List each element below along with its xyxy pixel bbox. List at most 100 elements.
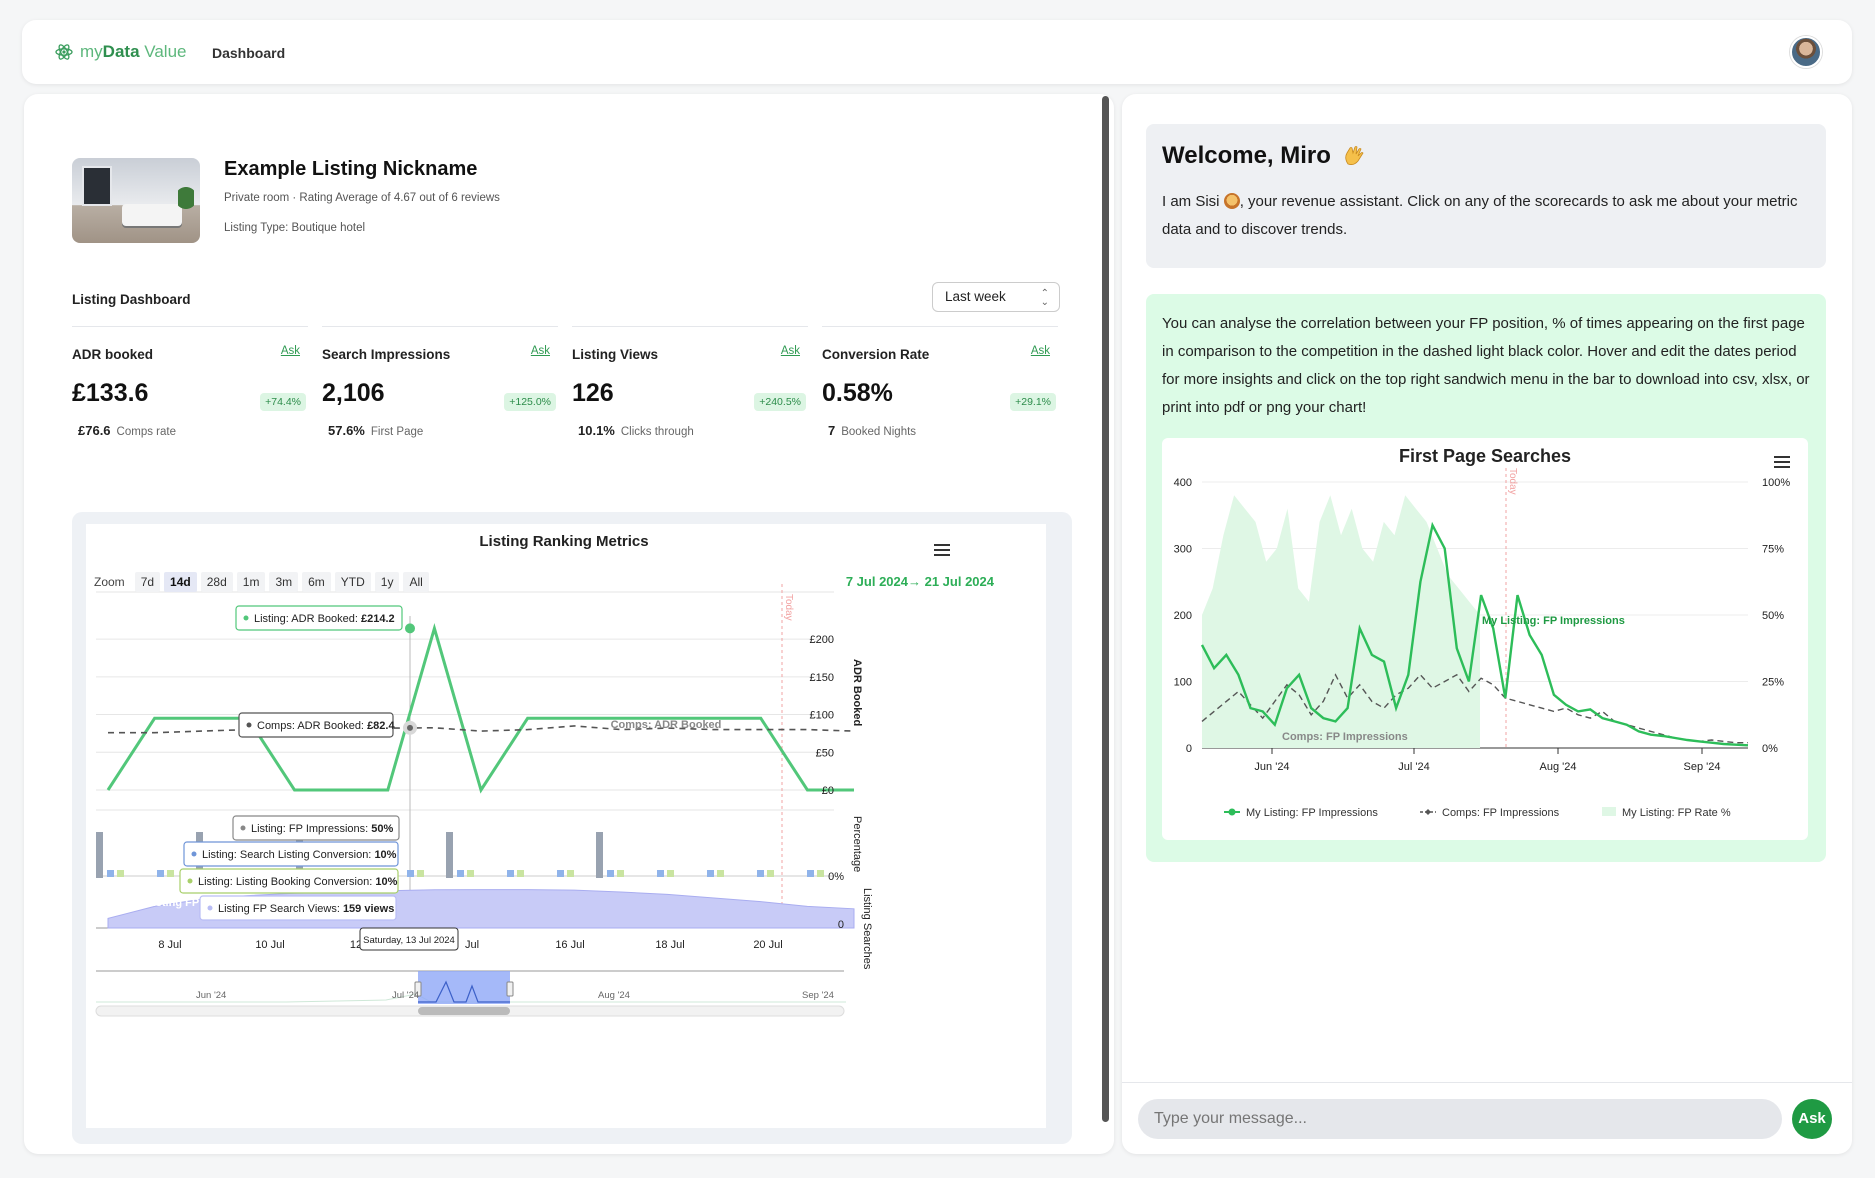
bar-booking-conversion <box>767 870 774 877</box>
scorecard-delta-badge: +29.1% <box>1010 393 1056 411</box>
ranking-chart-svg[interactable]: Listing Ranking Metrics £200£150£100£50£… <box>86 524 1046 1128</box>
logo-suffix: Value <box>139 42 187 61</box>
scorecard-value: 0.58% <box>822 379 893 407</box>
ranking-chart[interactable]: Listing Ranking Metrics £200 £150 £100 £50 £… <box>86 524 1046 1128</box>
zoom-3m-button[interactable]: 3m <box>269 572 299 592</box>
fp-comps-line <box>1201 673 1748 744</box>
scorecard-name: Listing Views <box>572 347 659 362</box>
scorecard-sub-label: Comps rate <box>116 426 176 438</box>
scorecard-ask-link[interactable]: Ask <box>780 345 800 357</box>
nav-dashboard-link[interactable]: Dashboard <box>212 45 286 61</box>
listing-panel: Example Listing Nickname Private room · … <box>24 94 1114 1154</box>
ranking-chart-container: Listing Ranking Metrics £200 £150 £100 £50 £… <box>72 512 1072 1144</box>
listing-photo <box>72 158 200 243</box>
atom-icon <box>55 44 73 60</box>
fp-my-line <box>1200 521 1749 747</box>
scorecard-listing-views[interactable]: Listing Views Ask 126 +240.5% 10.1% Click… <box>572 326 808 446</box>
fp-legend: My Listing: FP Impressions Comps: FP Impr… <box>1224 807 1731 819</box>
navigator-handle-left <box>414 981 422 997</box>
scorecard-name: Search Impressions <box>322 347 451 362</box>
zoom-6m-button[interactable]: 6m <box>302 572 331 592</box>
updown-chevron-icon: ⌃ ⌄ <box>1040 288 1049 308</box>
scorecard-sub-value: 10.1% <box>578 423 615 438</box>
info-text: You can analyse the correlation between … <box>1162 315 1810 416</box>
fp-searches-chart[interactable]: First Page Searches 400 100% 300 75% 200 50% 1… <box>1162 438 1808 840</box>
tooltip-box <box>238 712 394 738</box>
scorecard-delta-badge: +240.5% <box>754 393 806 411</box>
navigator-scrollbar-thumb <box>418 1007 510 1015</box>
adr-tick-label: £0 <box>822 785 834 797</box>
tooltip-date-box <box>359 927 459 951</box>
tooltip-text: Comps: ADR Booked: £82.4 <box>257 720 395 732</box>
adr-comps-point-center <box>407 724 413 731</box>
bar-booking-conversion <box>717 870 724 877</box>
today-label: Today <box>783 594 794 621</box>
zoom-ytd-button[interactable]: YTD <box>334 572 371 592</box>
legend-label-my: My Listing: FP Impressions <box>1246 807 1378 819</box>
scorecard-ask-link[interactable]: Ask <box>1030 345 1050 357</box>
tooltip-dot <box>240 825 246 831</box>
ask-button[interactable]: Ask <box>1792 1099 1832 1139</box>
tooltip-text: Listing: Listing Booking Conversion: 10% <box>198 876 398 888</box>
bar-booking-conversion <box>817 870 824 877</box>
fp-right-tick-label: 25% <box>1762 677 1784 689</box>
user-avatar[interactable] <box>1790 36 1822 68</box>
welcome-text-part2: , your revenue assistant. Click on any o… <box>1162 193 1798 238</box>
bar-booking-conversion <box>117 870 124 877</box>
fp-x-tick-label: Jul '24 <box>1398 761 1429 773</box>
fp-right-tick-label: 0% <box>1762 743 1778 755</box>
bar-search-conversion <box>507 870 514 877</box>
panel-scrollbar[interactable] <box>1102 96 1109 1122</box>
chart-menu-icon[interactable] <box>934 544 950 556</box>
tooltip-text: Listing FP Search Views: 159 views <box>218 903 394 915</box>
scorecard-ask-link[interactable]: Ask <box>530 345 550 357</box>
listing-title: Example Listing Nickname <box>224 158 478 180</box>
bar-booking-conversion <box>417 870 424 877</box>
tooltip-date-text: Saturday, 13 Jul 2024 <box>363 935 455 946</box>
x-tick-label: 8 Jul <box>158 939 181 951</box>
tooltip-dot <box>243 615 249 621</box>
tooltip-value: £82.4 <box>367 720 395 732</box>
scorecard-sub-label: Booked Nights <box>841 426 917 438</box>
message-input[interactable] <box>1138 1099 1782 1139</box>
adr-tick-label: £200 <box>810 634 834 646</box>
scorecard-adr[interactable]: ADR booked Ask £133.6 +74.4% £76.6 Comps … <box>72 326 308 446</box>
scorecard-name: ADR booked <box>72 347 153 362</box>
zoom-all-button[interactable]: All <box>403 572 429 592</box>
fp-chart-menu-icon[interactable] <box>1774 456 1790 468</box>
bar-search-conversion <box>707 870 714 877</box>
zoom-14d-button[interactable]: 14d <box>164 572 197 592</box>
fp-right-tick-label: 75% <box>1762 544 1784 556</box>
tooltip-box <box>179 868 399 894</box>
fp-chart-svg[interactable]: First Page Searches 400 100% 300 75% 200 50% 1… <box>1162 438 1808 840</box>
zoom-7d-button[interactable]: 7d <box>134 572 161 592</box>
fp-label-my: My Listing: FP Impressions <box>1482 615 1625 627</box>
date-to[interactable]: 21 Jul 2024 <box>924 574 994 589</box>
navigator-tick-label: Sep '24 <box>802 990 834 1001</box>
period-select[interactable]: Last week ⌃ ⌄ <box>932 282 1060 312</box>
period-select-value: Last week <box>945 289 1006 304</box>
scorecard-ask-link[interactable]: Ask <box>280 345 300 357</box>
chart-title: Listing Ranking Metrics <box>479 533 648 550</box>
fp-rate-area <box>1202 495 1480 748</box>
bar-booking-conversion <box>617 870 624 877</box>
bar-search-conversion <box>607 870 614 877</box>
zoom-1m-button[interactable]: 1m <box>236 572 266 592</box>
scorecard-conversion-rate[interactable]: Conversion Rate Ask 0.58% +29.1% 7 Booked… <box>822 326 1058 446</box>
zoom-1y-button[interactable]: 1y <box>374 572 400 592</box>
date-range[interactable]: 7 Jul 2024→ 21 Jul 2024 <box>846 574 994 589</box>
bar-fp-impressions <box>96 832 103 878</box>
app-logo[interactable]: myData Value <box>54 42 186 62</box>
date-from[interactable]: 7 Jul 2024 <box>845 574 908 589</box>
welcome-text-part1: I am Sisi <box>1162 193 1220 210</box>
fp-left-tick-label: 300 <box>1174 544 1192 556</box>
tooltip-adr-comps: Comps: ADR Booked: £82.4 <box>238 712 395 738</box>
tooltip-text: Listing: ADR Booked: £214.2 <box>254 613 395 625</box>
bar-fp-impressions <box>446 832 453 878</box>
scorecard-search-impressions[interactable]: Search Impressions Ask 2,106 +125.0% 57.… <box>322 326 558 446</box>
legend-marker-rate <box>1602 807 1616 816</box>
scorecard-sub-label: Clicks through <box>620 426 694 438</box>
bar-search-conversion <box>807 870 814 877</box>
zoom-28d-button[interactable]: 28d <box>200 572 233 592</box>
scorecard-sub: £76.6 Comps rate <box>78 423 176 438</box>
